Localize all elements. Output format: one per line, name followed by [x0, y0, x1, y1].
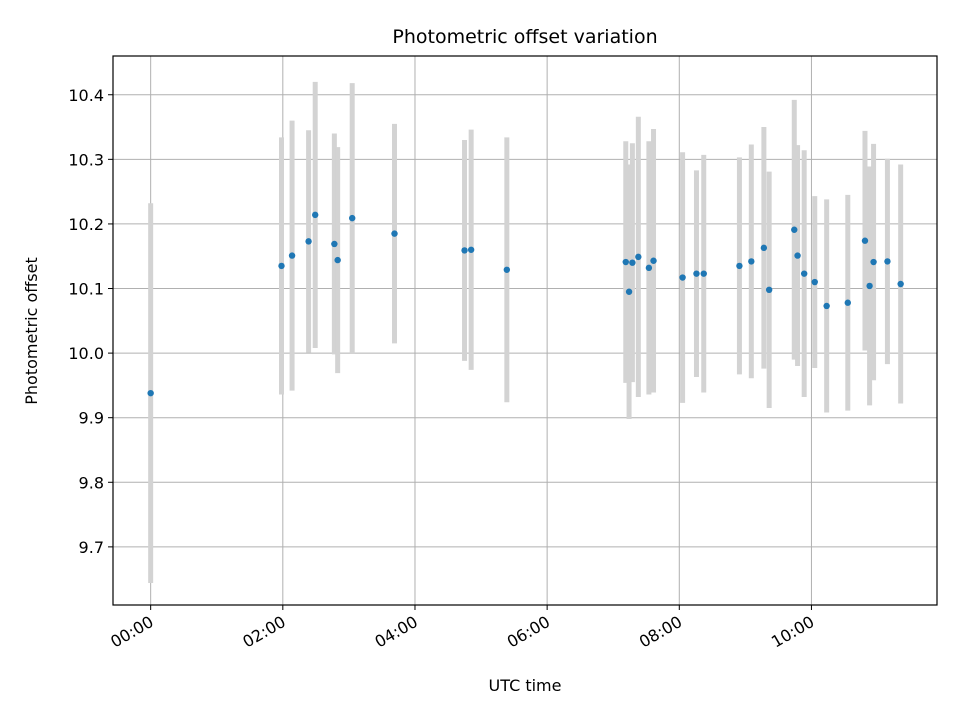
- chart-title: Photometric offset variation: [392, 26, 657, 48]
- data-point: [791, 226, 798, 233]
- data-point: [331, 240, 338, 248]
- data-point: [811, 278, 818, 286]
- data-point: [629, 259, 636, 266]
- data-point: [897, 280, 904, 288]
- y-tick-label: 10.4: [68, 86, 104, 105]
- data-point: [650, 257, 657, 264]
- y-tick-label: 9.7: [79, 538, 104, 557]
- data-point: [884, 258, 891, 265]
- data-point: [823, 302, 830, 310]
- y-tick-label: 10.0: [68, 344, 104, 363]
- data-point: [622, 258, 629, 266]
- data-point: [349, 214, 356, 222]
- data-point: [147, 389, 154, 397]
- data-point: [748, 258, 755, 265]
- data-point: [800, 270, 808, 277]
- data-point: [334, 256, 341, 264]
- data-point: [760, 244, 768, 252]
- y-axis-label: Photometric offset: [22, 257, 41, 405]
- y-tick-label: 10.1: [68, 280, 104, 299]
- data-points: [147, 211, 904, 397]
- data-point: [278, 262, 285, 270]
- data-point: [736, 262, 743, 270]
- y-tick-label: 10.3: [68, 150, 104, 169]
- data-point: [305, 238, 312, 245]
- data-point: [866, 282, 873, 290]
- y-tick-label: 10.2: [68, 215, 104, 234]
- data-point: [794, 252, 801, 259]
- data-point: [635, 253, 642, 261]
- data-point: [844, 299, 851, 306]
- data-point: [391, 230, 398, 237]
- data-point: [503, 266, 511, 273]
- x-axis-label: UTC time: [489, 676, 562, 695]
- data-point: [679, 274, 686, 281]
- y-tick-label: 9.9: [79, 409, 104, 428]
- data-point: [870, 258, 877, 266]
- data-point: [700, 270, 707, 277]
- data-point: [467, 246, 475, 253]
- data-point: [312, 211, 319, 219]
- data-point: [861, 237, 869, 244]
- data-point: [645, 264, 653, 272]
- data-point: [461, 247, 468, 254]
- data-point: [288, 252, 296, 259]
- data-point: [693, 270, 700, 277]
- data-point: [765, 286, 773, 294]
- y-axis: 9.7 9.8 9.9 10.0 10.1 10.2 10.3 10.4: [68, 86, 113, 557]
- y-tick-label: 9.8: [79, 473, 104, 492]
- plot-frame: [112, 55, 938, 606]
- data-point: [625, 288, 633, 295]
